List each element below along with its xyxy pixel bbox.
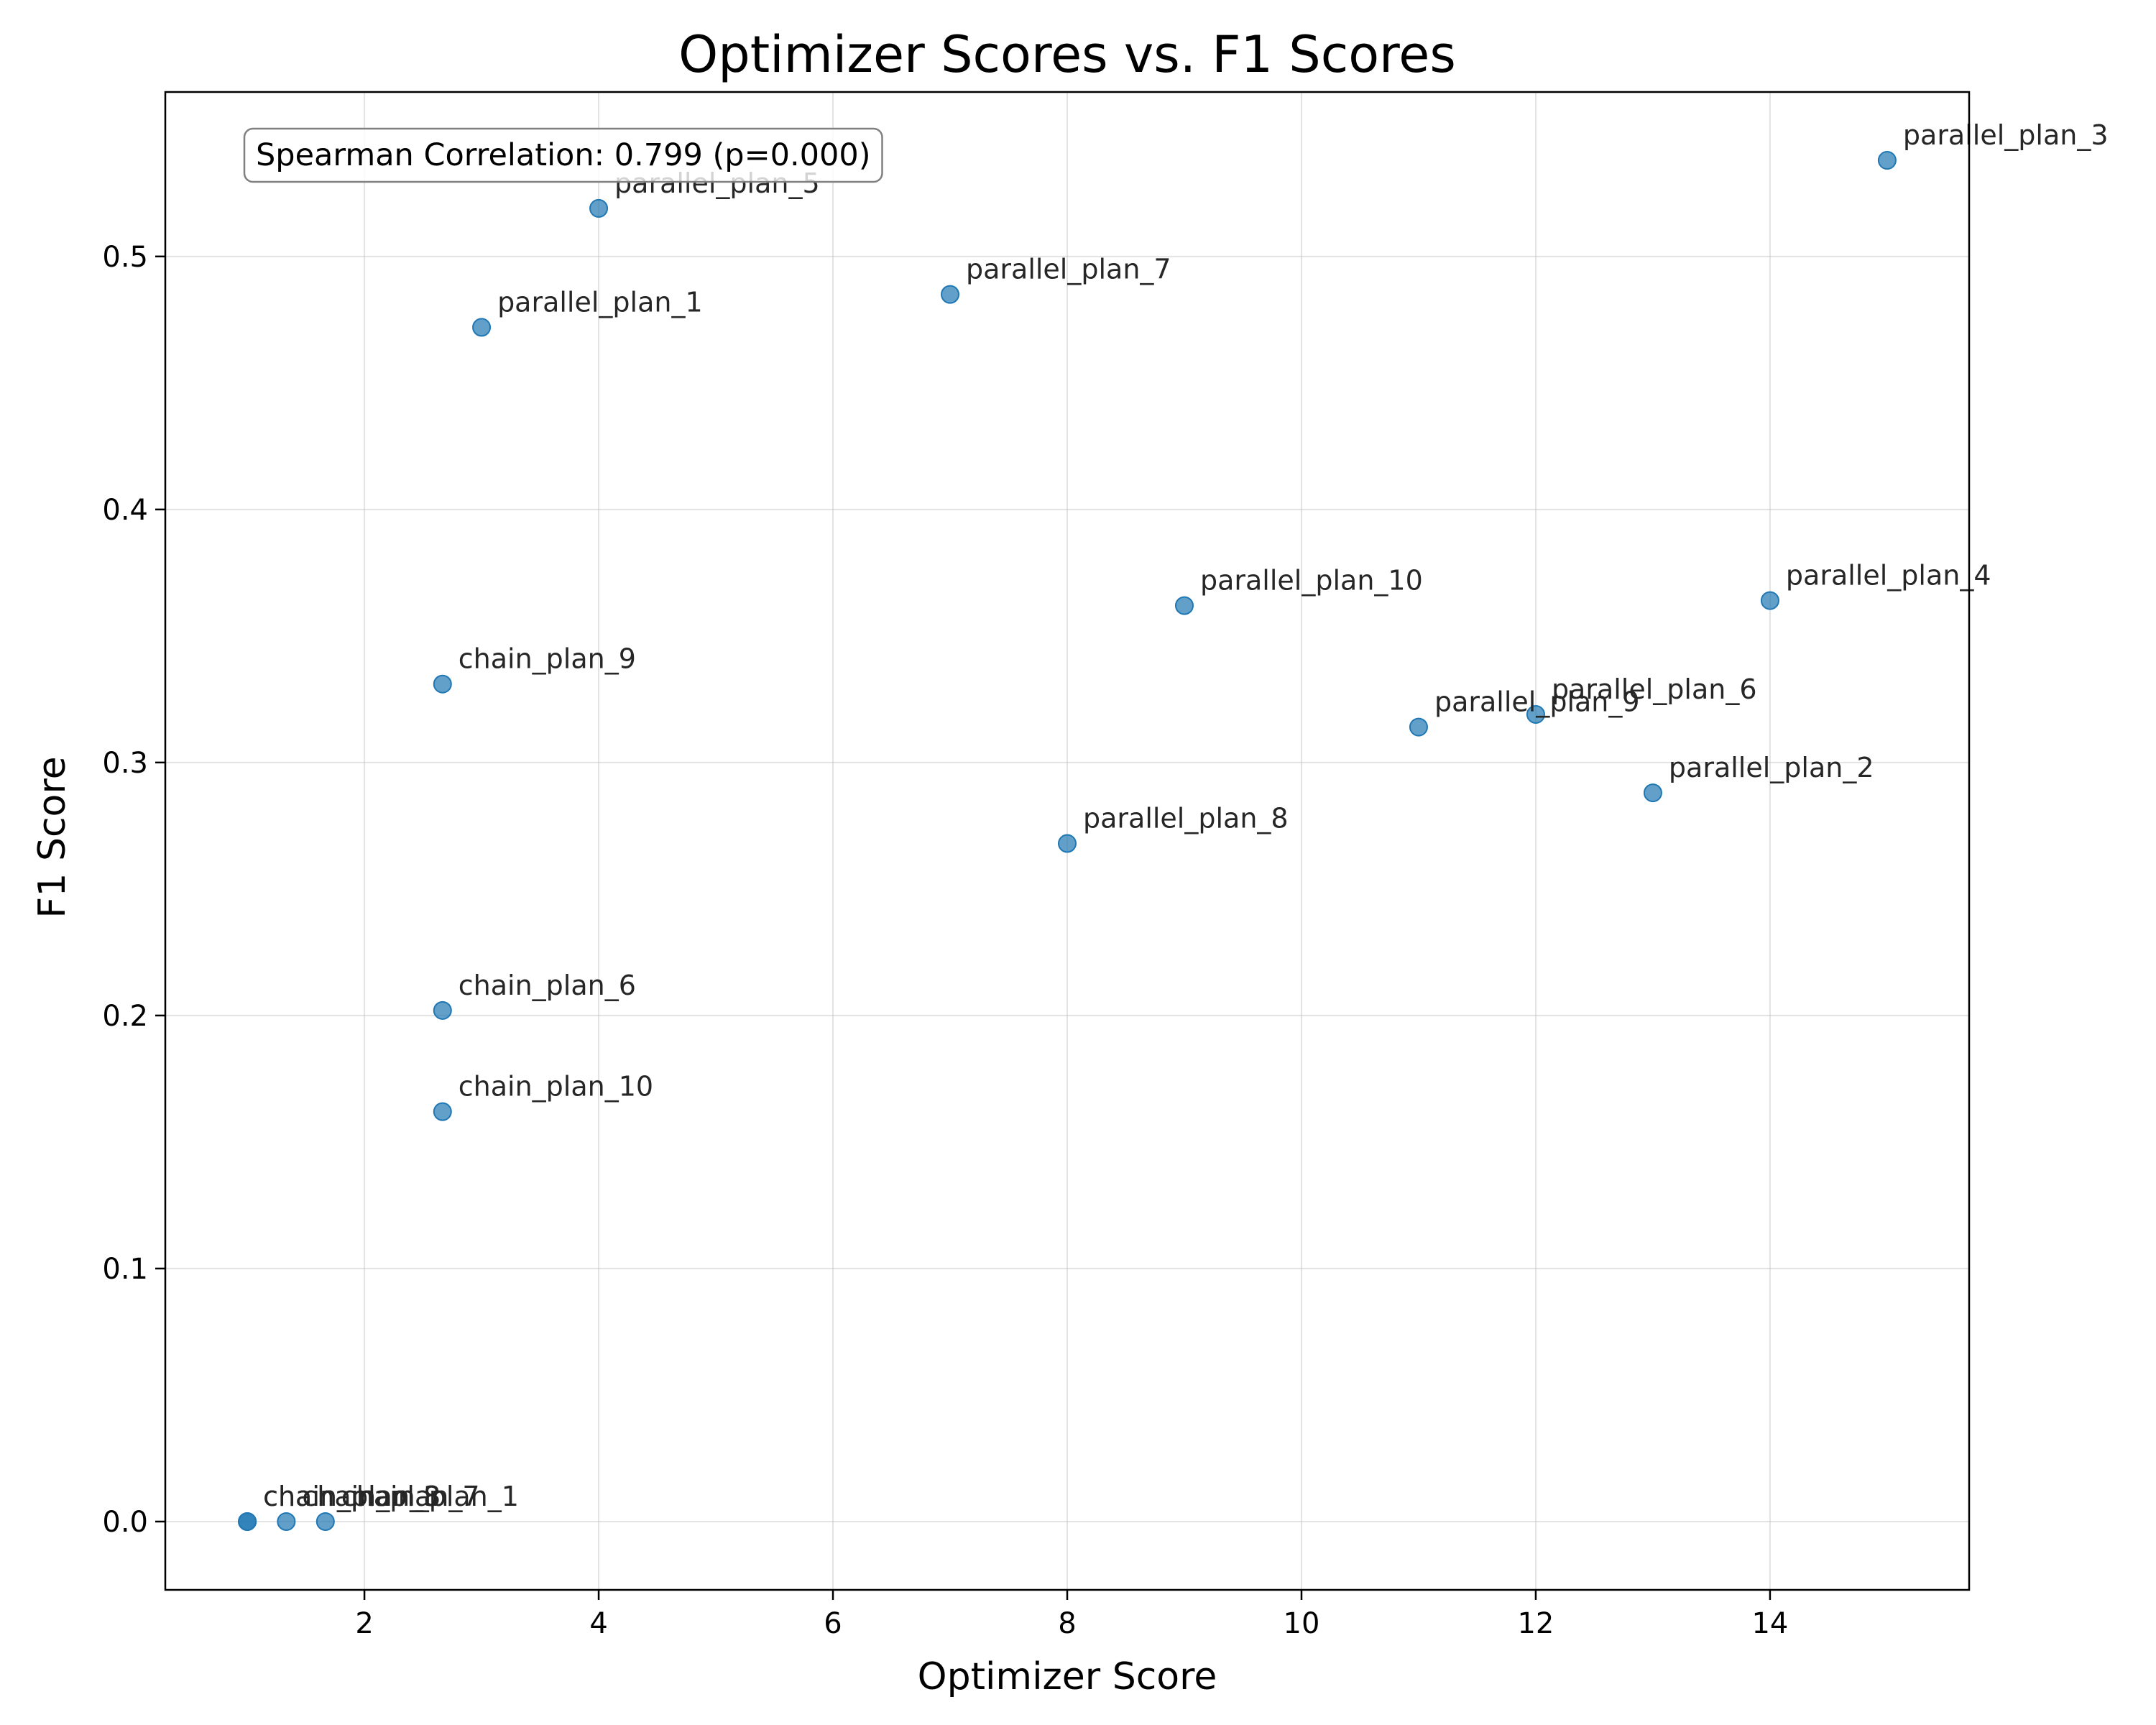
x-tick-label: 14 [1751,1607,1788,1640]
point-label: parallel_plan_6 [1552,673,1757,705]
point-label: chain_plan_9 [459,643,636,675]
y-tick-label: 0.4 [102,494,148,527]
grid-lines [165,92,1969,1590]
chart-title: Optimizer Scores vs. F1 Scores [678,25,1456,84]
data-point [1058,834,1077,853]
data-point [472,318,492,337]
y-axis-ticks: 0.0 0.1 0.2 0.3 0.4 0.5 [102,241,165,1539]
x-axis-ticks: 2 4 6 8 10 12 14 [355,1590,1788,1640]
x-tick-label: 10 [1284,1607,1320,1640]
point-label: chain_plan_8 [263,1481,441,1512]
point-label: chain_plan_1 [341,1481,519,1512]
annotation-box [243,127,883,183]
point-label: parallel_plan_7 [966,254,1171,285]
point-label: parallel_plan_9 [1434,686,1640,718]
annotation-text: Spearman Correlation: 0.799 (p=0.000) [256,137,871,173]
data-point [1174,596,1194,615]
point-label: chain_plan_10 [459,1071,653,1103]
x-tick-label: 12 [1517,1607,1554,1640]
point-label: parallel_plan_4 [1786,560,1991,592]
data-point [277,1512,296,1531]
x-tick-label: 6 [824,1607,842,1640]
point-label: chain_plan_7 [302,1481,479,1512]
data-point [1409,717,1428,737]
data-point [589,198,609,218]
data-point [433,1000,452,1020]
x-tick-label: 4 [589,1607,607,1640]
y-tick-label: 0.3 [102,747,148,780]
data-point [315,1512,335,1531]
y-tick-label: 0.0 [102,1506,148,1539]
y-axis-label: F1 Score [31,756,74,918]
x-tick-label: 2 [355,1607,373,1640]
data-point [238,1512,257,1531]
data-point [1760,591,1779,610]
point-label: parallel_plan_1 [497,286,703,318]
point-label: parallel_plan_3 [1903,119,2109,151]
y-tick-label: 0.2 [102,1000,148,1033]
point-label: chain_plan_3 [263,1481,441,1512]
data-point [1877,151,1897,170]
x-axis-label: Optimizer Score [918,1655,1217,1698]
data-points [238,151,1897,1531]
point-label: parallel_plan_8 [1083,803,1289,834]
x-tick-label: 8 [1058,1607,1076,1640]
point-label: parallel_plan_2 [1669,752,1874,783]
data-point [941,285,960,304]
point-label: parallel_plan_10 [1200,565,1423,597]
point-label: chain_plan_6 [459,970,636,1001]
correlation-annotation: Spearman Correlation: 0.799 (p=0.000) [243,127,883,183]
data-point [1643,783,1662,803]
data-point [1526,704,1545,724]
data-point [433,1102,452,1121]
y-tick-label: 0.1 [102,1253,148,1286]
y-tick-label: 0.5 [102,241,148,274]
data-point [433,674,452,694]
